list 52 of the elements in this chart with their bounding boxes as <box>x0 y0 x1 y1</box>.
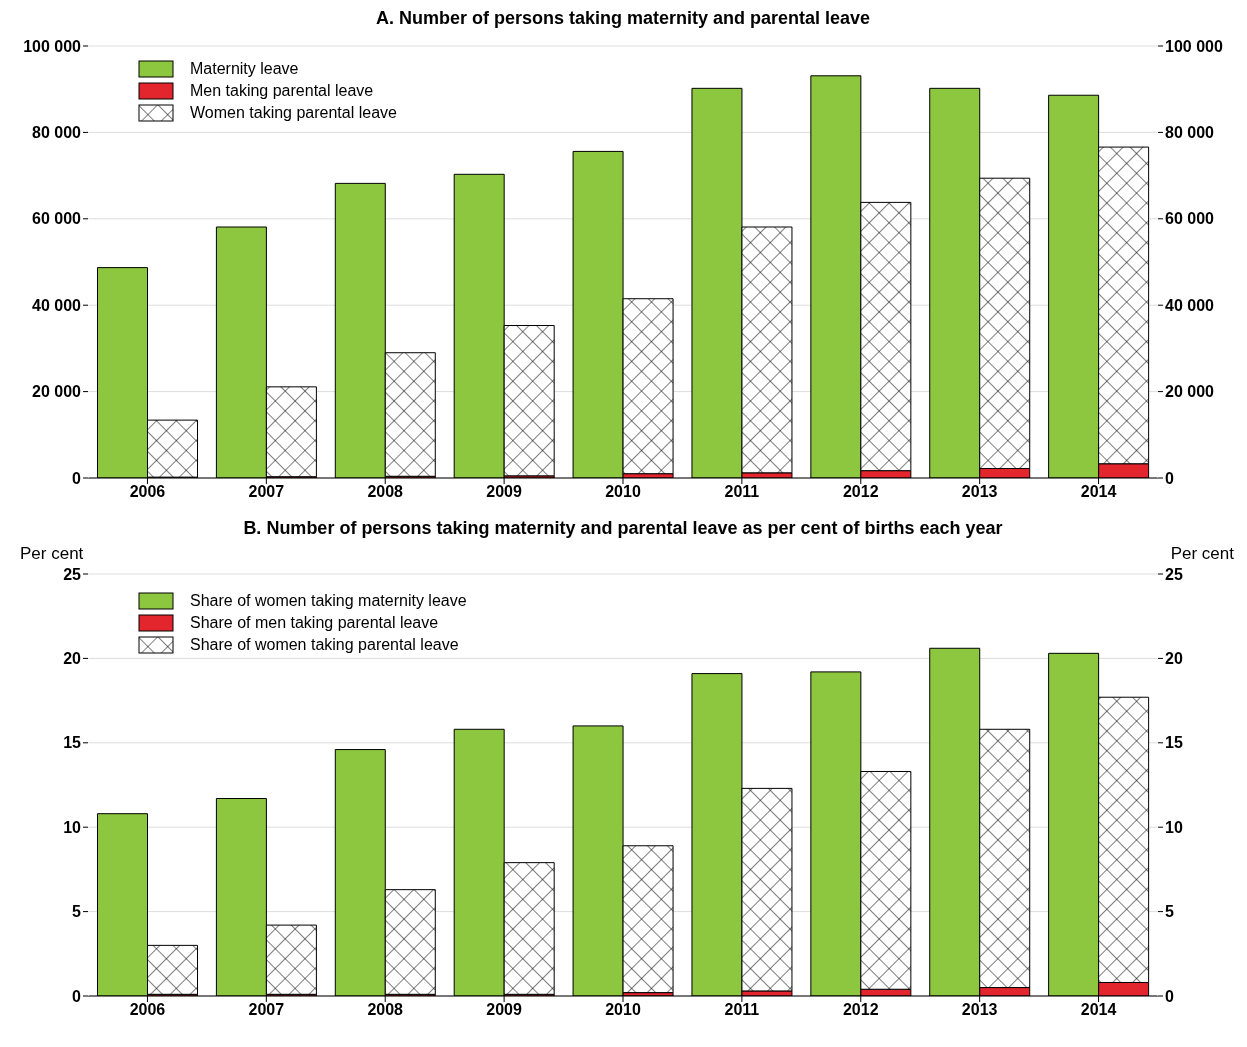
y-tick-label: 100 000 <box>23 37 82 55</box>
y2-tick-label: 25 <box>1165 565 1183 583</box>
legend-label: Maternity leave <box>190 59 299 79</box>
x-tick-label: 2009 <box>486 483 523 501</box>
y-tick-label: 0 <box>72 987 82 1005</box>
y-tick-label: 25 <box>63 565 82 583</box>
y-tick-label: 0 <box>72 469 82 487</box>
chart-title: B. Number of persons taking maternity and parental leave as per cent of births each year <box>242 518 1004 540</box>
y2-axis-title: Per cent <box>1170 544 1234 563</box>
y-tick-label: 5 <box>72 903 82 921</box>
x-tick-label: 2013 <box>961 1001 998 1019</box>
y2-tick-label: 100 000 <box>1165 37 1223 55</box>
y2-tick-label: 0 <box>1165 469 1174 487</box>
legend-label: Share of men taking parental leave <box>190 613 439 633</box>
x-tick-label: 2010 <box>605 1001 641 1019</box>
y2-tick-label: 20 <box>1165 650 1183 668</box>
y2-tick-label: 60 000 <box>1165 210 1215 228</box>
y-tick-label: 80 000 <box>32 124 82 142</box>
x-tick-label: 2011 <box>724 1001 760 1019</box>
y-tick-label: 10 <box>63 818 82 836</box>
x-tick-label: 2006 <box>129 1001 166 1019</box>
y2-tick-label: 80 000 <box>1165 124 1215 142</box>
legend-label: Men taking parental leave <box>190 81 374 101</box>
x-tick-label: 2007 <box>248 483 285 501</box>
x-tick-label: 2008 <box>367 483 404 501</box>
x-tick-label: 2013 <box>961 483 998 501</box>
x-tick-label: 2014 <box>1080 483 1117 501</box>
y-tick-label: 60 000 <box>32 210 82 228</box>
y-tick-label: 20 000 <box>32 383 82 401</box>
chart-title: A. Number of persons taking maternity and parental leave <box>374 8 872 30</box>
x-tick-label: 2009 <box>486 1001 523 1019</box>
y-tick-label: 20 <box>63 650 82 668</box>
x-tick-label: 2007 <box>248 1001 285 1019</box>
x-tick-label: 2006 <box>129 483 166 501</box>
x-tick-label: 2014 <box>1080 1001 1117 1019</box>
y-axis-title: Per cent <box>20 544 84 563</box>
legend-label: Women taking parental leave <box>190 103 397 123</box>
y2-tick-label: 10 <box>1165 818 1183 836</box>
y2-tick-label: 5 <box>1165 903 1174 921</box>
x-tick-label: 2010 <box>605 483 641 501</box>
y2-tick-label: 20 000 <box>1165 383 1215 401</box>
x-tick-label: 2008 <box>367 1001 404 1019</box>
y-tick-label: 40 000 <box>32 296 82 314</box>
legend-label: Share of women taking maternity leave <box>190 591 467 611</box>
y-tick-label: 15 <box>63 734 82 752</box>
y2-tick-label: 0 <box>1165 987 1174 1005</box>
x-tick-label: 2011 <box>724 483 760 501</box>
x-tick-label: 2012 <box>842 483 879 501</box>
x-tick-label: 2012 <box>842 1001 879 1019</box>
y2-tick-label: 15 <box>1165 734 1183 752</box>
y2-tick-label: 40 000 <box>1165 296 1215 314</box>
legend-label: Share of women taking parental leave <box>190 635 459 655</box>
